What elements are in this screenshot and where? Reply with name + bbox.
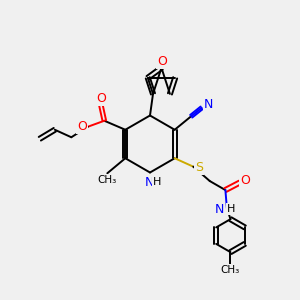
Text: O: O xyxy=(240,174,250,187)
Text: O: O xyxy=(77,120,87,133)
Text: N: N xyxy=(215,203,224,216)
Text: CH₃: CH₃ xyxy=(98,175,117,185)
Text: S: S xyxy=(195,161,203,174)
Text: O: O xyxy=(157,56,167,68)
Text: O: O xyxy=(96,92,106,105)
Text: H: H xyxy=(153,177,162,187)
Text: N: N xyxy=(145,176,154,189)
Text: N: N xyxy=(204,98,213,111)
Text: H: H xyxy=(227,204,236,214)
Text: CH₃: CH₃ xyxy=(221,265,240,275)
